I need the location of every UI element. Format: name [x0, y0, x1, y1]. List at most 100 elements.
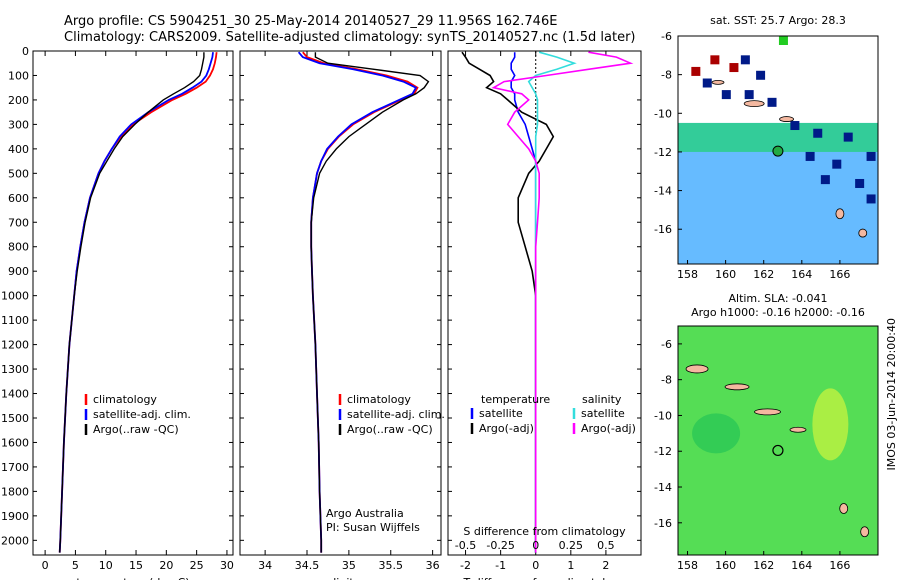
sla-island — [839, 503, 849, 514]
difference-frame — [447, 50, 642, 556]
sst-island — [858, 228, 868, 238]
sla-xtick-label: 160 — [715, 559, 736, 572]
sla-map-frame — [677, 325, 879, 556]
sst-island — [779, 116, 794, 122]
sst-ytick-label: -10 — [654, 107, 672, 120]
map-sst-panel — [677, 35, 879, 265]
difference-legend-title-salinity: salinity — [582, 393, 622, 406]
sst-cell — [790, 121, 800, 131]
salinity-legend-label: satellite-adj. clim. — [347, 408, 445, 421]
sst-xtick-label: 160 — [715, 268, 736, 281]
sst-xtick-label: 158 — [677, 268, 698, 281]
sla-xtick-label: 158 — [677, 559, 698, 572]
temperature-xtick-label: 15 — [129, 559, 143, 572]
sst-cell — [744, 90, 754, 100]
sla-island — [724, 383, 750, 391]
sst-cell — [740, 55, 750, 65]
sst-island — [743, 100, 765, 108]
figure-title-line1: Argo profile: CS 5904251_30 25-May-2014 … — [64, 14, 558, 29]
difference-temp-legend-label: satellite — [479, 407, 523, 420]
sst-map-title: sat. SST: 25.7 Argo: 28.3 — [710, 14, 846, 27]
temperature-ytick-label: 200 — [8, 94, 29, 107]
temperature-xtick-label: 30 — [220, 559, 234, 572]
sst-island — [835, 208, 845, 220]
temperature-ytick-label: 100 — [8, 69, 29, 82]
sla-xtick-label: 162 — [753, 559, 774, 572]
sst-cell — [721, 90, 731, 100]
sla-ytick-label: -8 — [661, 374, 672, 387]
sst-cell — [756, 70, 766, 80]
sst-ytick-label: -6 — [661, 30, 672, 43]
difference-s-tick-label: 0.5 — [597, 539, 615, 552]
sla-high-anomaly — [812, 388, 849, 461]
difference-xlabel: T difference from climatology — [463, 576, 626, 580]
sst-island — [711, 79, 725, 85]
sla-ytick-label: -6 — [661, 338, 672, 351]
temperature-ytick-label: 1800 — [1, 485, 29, 498]
temperature-ytick-label: 1300 — [1, 363, 29, 376]
temperature-ytick-label: 1200 — [1, 339, 29, 352]
salinity-panel — [239, 50, 442, 556]
sla-ytick-label: -16 — [654, 517, 672, 530]
temperature-ytick-label: 800 — [8, 241, 29, 254]
difference-panel — [447, 50, 642, 556]
sst-ytick-label: -16 — [654, 223, 672, 236]
sst-map-frame — [677, 35, 879, 265]
temperature-ytick-label: 0 — [22, 45, 29, 58]
difference-s-tick-label: 0.25 — [559, 539, 584, 552]
sst-cell — [710, 55, 720, 65]
difference-xtick-label: 1 — [567, 559, 574, 572]
sst-cell — [832, 159, 842, 169]
salinity-legend-label: climatology — [347, 393, 411, 406]
temperature-legend-label: climatology — [93, 393, 157, 406]
temperature-ytick-label: 400 — [8, 143, 29, 156]
temperature-ytick-label: 1400 — [1, 388, 29, 401]
sst-ytick-label: -14 — [654, 185, 672, 198]
temperature-ytick-label: 600 — [8, 192, 29, 205]
sla-ytick-label: -10 — [654, 409, 672, 422]
salinity-xtick-label: 36 — [426, 559, 440, 572]
sst-cell — [729, 63, 739, 73]
sst-cell — [767, 97, 777, 107]
salinity-xlabel: salinity — [321, 576, 361, 580]
sst-cell — [866, 151, 876, 161]
temperature-argo-line — [59, 52, 205, 553]
salinity-frame — [239, 50, 442, 556]
difference-s-tick-label: -0.25 — [486, 539, 514, 552]
sla-argo-marker — [772, 444, 784, 457]
temperature-ytick-label: 1000 — [1, 290, 29, 303]
sst-cell — [778, 36, 788, 45]
sst-cell — [866, 194, 876, 204]
temperature-ytick-label: 1900 — [1, 510, 29, 523]
diff-sal-argo-line — [491, 51, 634, 553]
sla-xtick-label: 166 — [829, 559, 850, 572]
sst-argo-marker — [772, 145, 784, 157]
sla-island — [860, 526, 870, 538]
sla-low-anomaly — [692, 413, 741, 454]
temperature-ytick-label: 1700 — [1, 461, 29, 474]
sst-cell — [813, 128, 823, 138]
temperature-legend-label: Argo(..raw -QC) — [93, 423, 179, 436]
sla-island — [789, 426, 807, 433]
difference-s-tick-label: 0 — [532, 539, 539, 552]
temperature-xtick-label: 25 — [190, 559, 204, 572]
salinity-xtick-label: 35.5 — [379, 559, 404, 572]
sla-xtick-label: 164 — [791, 559, 812, 572]
temperature-ytick-label: 300 — [8, 118, 29, 131]
sst-cell — [855, 178, 865, 188]
annotation-line2: PI: Susan Wijffels — [326, 521, 420, 534]
temperature-xtick-label: 20 — [159, 559, 173, 572]
difference-xtick-label: 2 — [602, 559, 609, 572]
temperature-ytick-label: 2000 — [1, 534, 29, 547]
temperature-xtick-label: 5 — [72, 559, 79, 572]
temperature-ytick-label: 1600 — [1, 436, 29, 449]
temperature-ytick-label: 500 — [8, 167, 29, 180]
difference-xtick-label: -2 — [460, 559, 471, 572]
difference-xtick-label: -1 — [495, 559, 506, 572]
temperature-xlabel: temperature (deg C) — [76, 576, 189, 580]
sst-xtick-label: 164 — [791, 268, 812, 281]
salinity-xtick-label: 35 — [342, 559, 356, 572]
difference-legend-title-temperature: temperature — [481, 393, 550, 406]
sla-map-title: Altim. SLA: -0.041 — [728, 292, 827, 305]
